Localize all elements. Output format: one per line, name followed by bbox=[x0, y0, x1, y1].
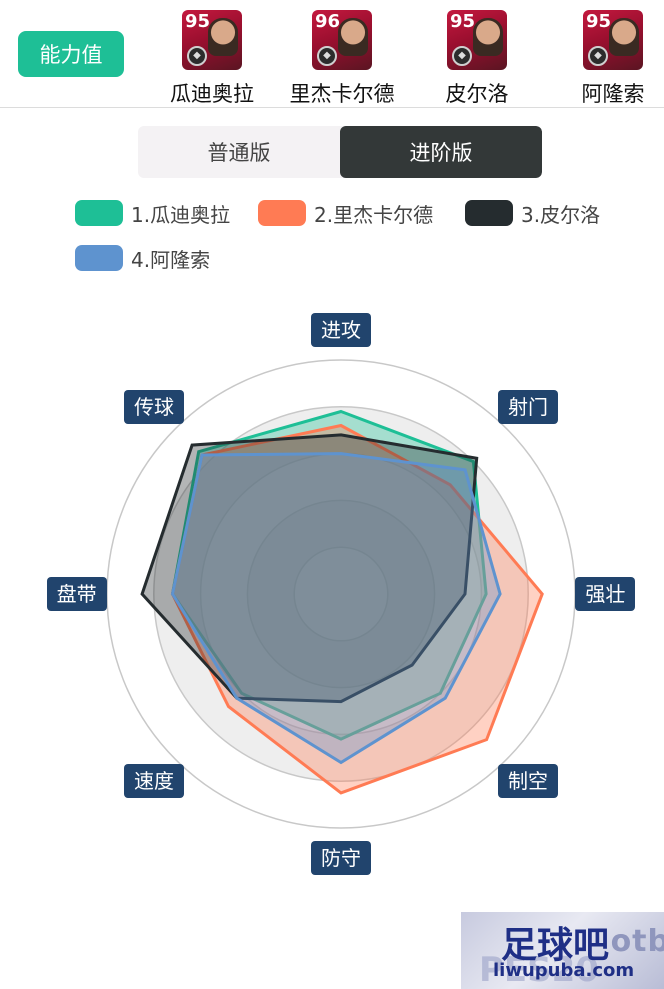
legend-swatch bbox=[465, 200, 513, 226]
ability-button[interactable]: 能力值 bbox=[18, 31, 124, 77]
chart-legend: 1.瓜迪奥拉 2.里杰卡尔德 3.皮尔洛 4.阿隆索 bbox=[0, 190, 664, 280]
watermark-title: 足球吧 bbox=[501, 925, 610, 966]
tab-normal[interactable]: 普通版 bbox=[207, 141, 271, 165]
legend-swatch bbox=[258, 200, 306, 226]
version-toggle: 普通版 进阶版 bbox=[138, 126, 542, 178]
player-face-icon bbox=[208, 18, 238, 56]
legend-label: 2.里杰卡尔德 bbox=[314, 202, 434, 227]
player-face-icon bbox=[338, 18, 368, 56]
legend-swatch bbox=[75, 200, 123, 226]
player-name: 皮尔洛 bbox=[445, 82, 509, 106]
player-face-icon bbox=[609, 18, 639, 56]
legend-label: 4.阿隆索 bbox=[131, 247, 211, 272]
club-badge-icon: ◆ bbox=[187, 46, 207, 66]
axis-label: 强壮 bbox=[575, 577, 636, 611]
player-rating: 96 bbox=[315, 11, 341, 32]
radar-svg bbox=[106, 359, 576, 829]
legend-item-2[interactable]: 2.里杰卡尔德 bbox=[258, 198, 433, 228]
player-avatar: 95 ◆ bbox=[447, 10, 507, 70]
club-badge-icon: ◆ bbox=[317, 46, 337, 66]
player-card-3[interactable]: 95 ◆ 皮尔洛 bbox=[407, 10, 547, 106]
axis-label: 防守 bbox=[311, 841, 371, 876]
watermark-bg-text: otb bbox=[610, 924, 664, 959]
watermark-bg-text-2: PES20 bbox=[479, 950, 599, 989]
legend-item-4[interactable]: 4.阿隆索 bbox=[75, 243, 210, 273]
axis-label: 传球 bbox=[124, 390, 185, 425]
player-avatar: 96 ◆ bbox=[312, 10, 372, 70]
watermark-logo: otb PES20 足球吧 liwupuba.com bbox=[461, 912, 664, 989]
tab-advanced[interactable]: 进阶版 bbox=[340, 126, 542, 178]
player-avatar: 95 ◆ bbox=[182, 10, 242, 70]
legend-item-1[interactable]: 1.瓜迪奥拉 bbox=[75, 198, 230, 228]
player-card-2[interactable]: 96 ◆ 里杰卡尔德 bbox=[272, 10, 412, 106]
axis-label: 进攻 bbox=[311, 312, 371, 347]
radar-grid-ring bbox=[293, 546, 389, 642]
radar-series-3 bbox=[140, 433, 479, 704]
player-card-1[interactable]: 95 ◆ 瓜迪奥拉 bbox=[142, 10, 282, 106]
legend-label: 3.皮尔洛 bbox=[521, 202, 601, 227]
player-card-4[interactable]: 95 ◆ 阿隆索 bbox=[543, 10, 664, 106]
player-rating: 95 bbox=[586, 11, 612, 32]
axis-label: 射门 bbox=[497, 390, 558, 425]
player-rating: 95 bbox=[185, 11, 211, 32]
axis-label: 盘带 bbox=[46, 577, 107, 611]
player-name: 里杰卡尔德 bbox=[289, 82, 395, 106]
players-header: 能力值 95 ◆ 瓜迪奥拉 96 ◆ 里杰卡尔德 95 ◆ 皮尔洛 95 ◆ 阿… bbox=[0, 0, 664, 108]
radar-series-1 bbox=[170, 409, 488, 741]
player-avatar: 95 ◆ bbox=[583, 10, 643, 70]
club-badge-icon: ◆ bbox=[452, 46, 472, 66]
radar-series-4 bbox=[170, 452, 502, 765]
player-face-icon bbox=[473, 18, 503, 56]
legend-swatch bbox=[75, 245, 123, 271]
axis-label: 速度 bbox=[124, 763, 185, 798]
radar-chart: 进攻射门强壮制空防守 速度 盘带 传球 bbox=[0, 300, 664, 900]
player-name: 瓜迪奥拉 bbox=[170, 82, 254, 106]
legend-label: 1.瓜迪奥拉 bbox=[131, 202, 231, 227]
player-rating: 95 bbox=[450, 11, 476, 32]
axis-label: 制空 bbox=[497, 763, 558, 798]
watermark-url: liwupuba.com bbox=[493, 960, 635, 981]
legend-item-3[interactable]: 3.皮尔洛 bbox=[465, 198, 600, 228]
player-name: 阿隆索 bbox=[581, 82, 645, 106]
club-badge-icon: ◆ bbox=[588, 46, 608, 66]
